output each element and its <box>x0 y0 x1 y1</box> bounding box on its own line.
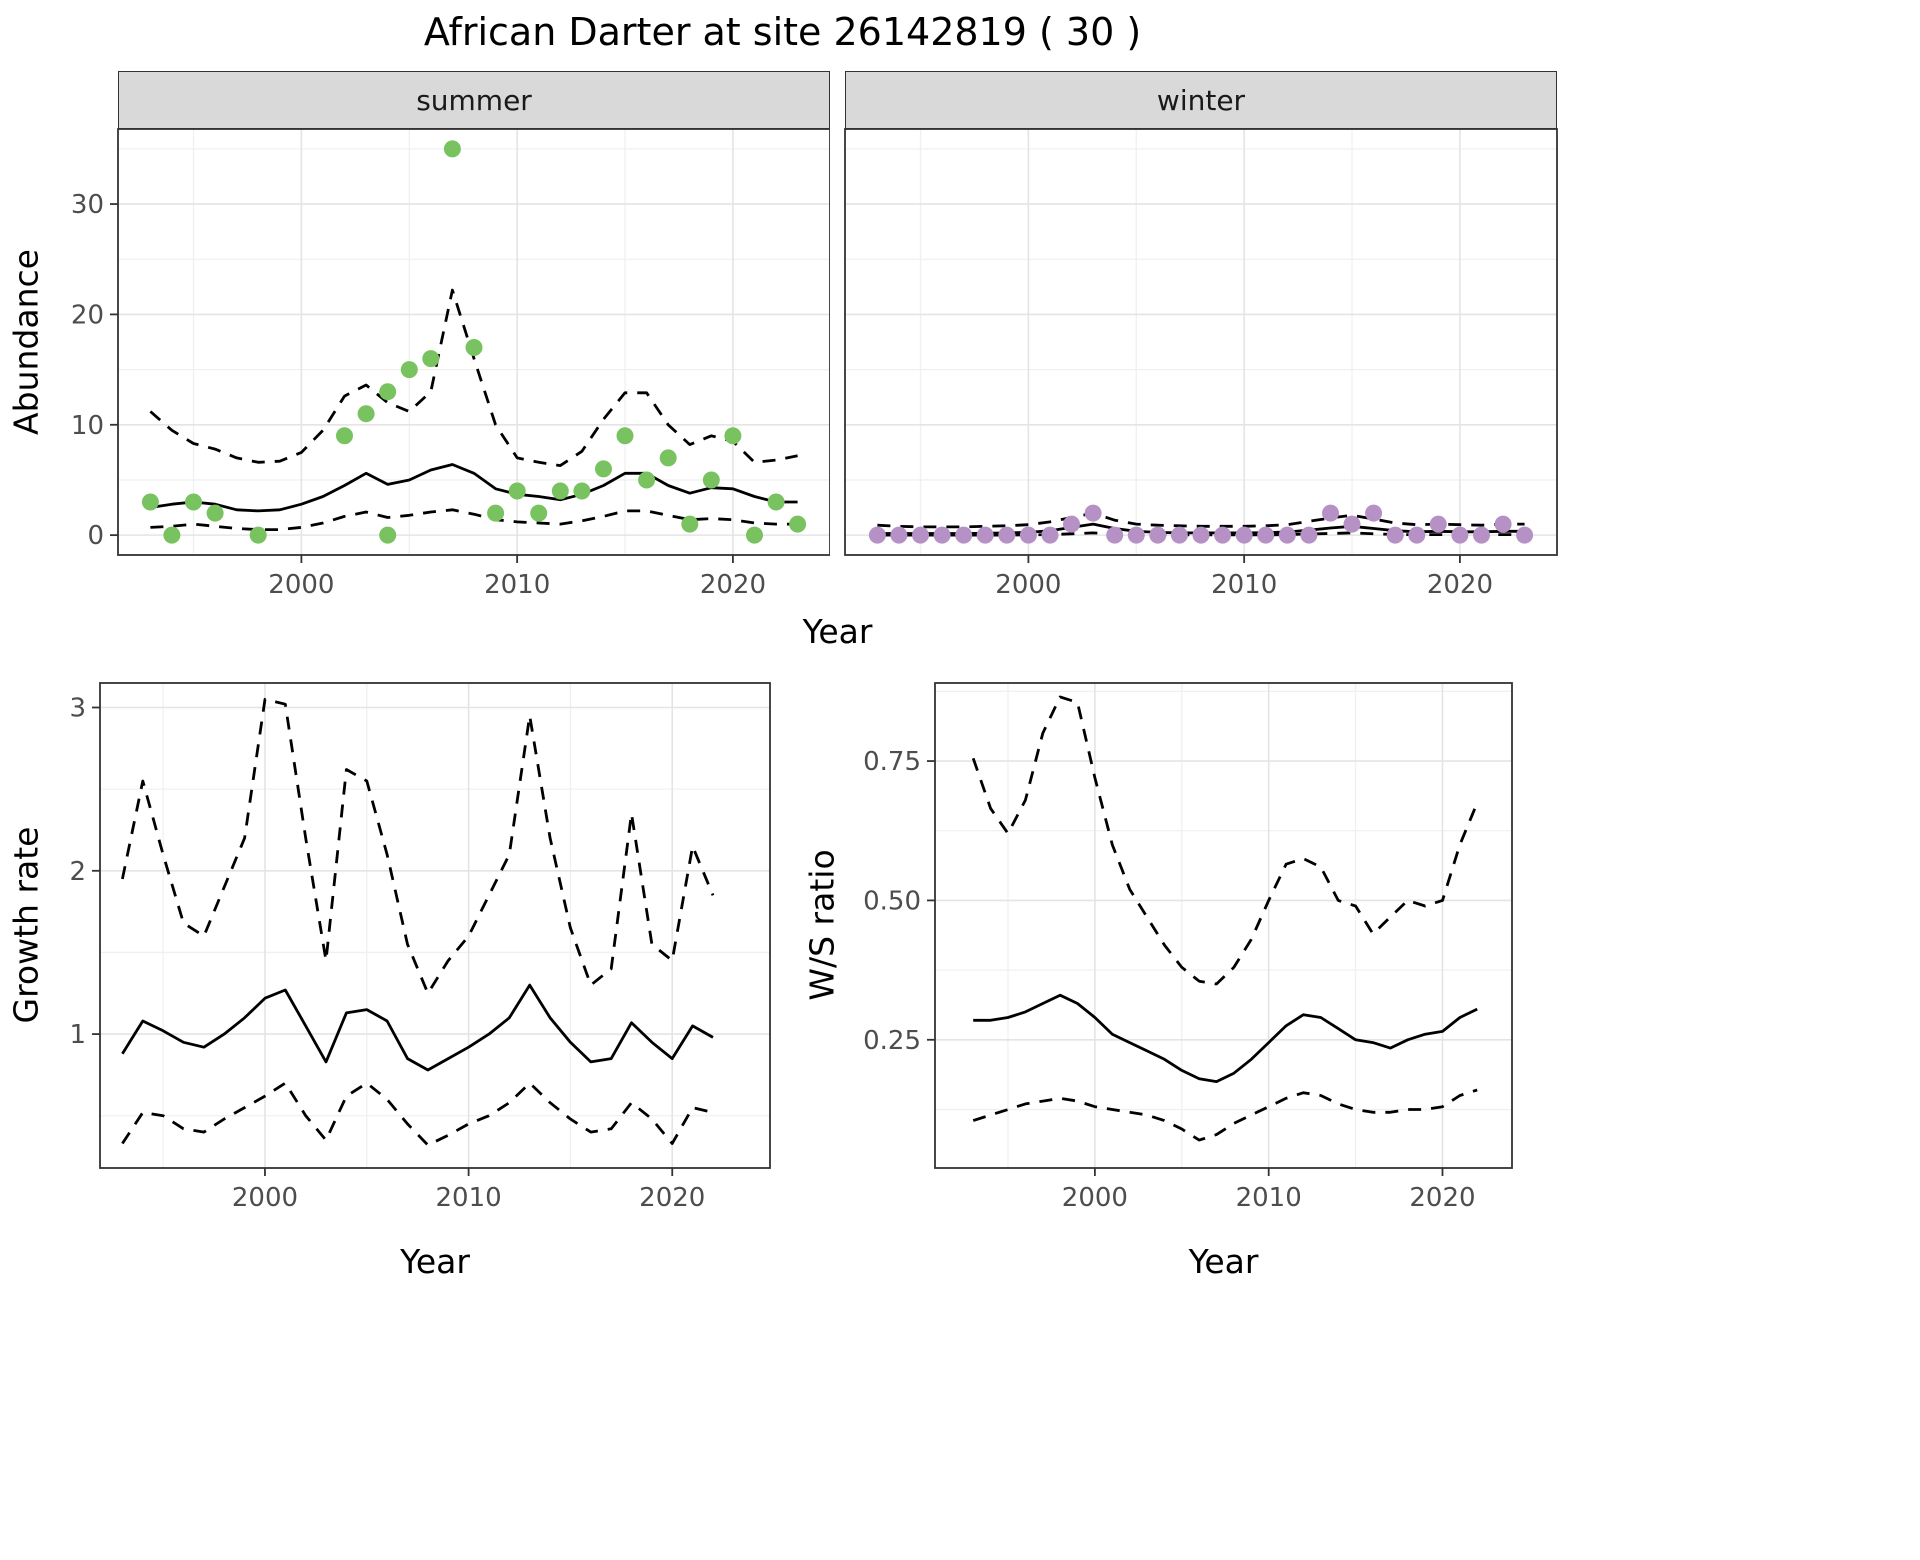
facet-label-winter: winter <box>1156 83 1246 117</box>
x-tick-label: 2010 <box>436 1183 502 1213</box>
y-tick-label: 3 <box>69 693 86 723</box>
x-tick-label: 2000 <box>268 570 334 600</box>
panel-growth-rate: 2000 2010 2020 1 2 3 <box>0 675 780 1225</box>
x-tick-label: 2000 <box>232 1183 298 1213</box>
y-tick-label: 30 <box>71 190 104 220</box>
y-tick-label: 1 <box>69 1020 86 1050</box>
y-tick-label: 0 <box>87 521 104 551</box>
x-tick-label: 2000 <box>995 570 1061 600</box>
x-tick-label: 2000 <box>1062 1183 1128 1213</box>
facet-strip-winter: winter <box>845 71 1557 129</box>
facet-label-summer: summer <box>416 83 532 117</box>
facet-strip-summer: summer <box>118 71 830 129</box>
panel-abundance-winter: 2000 2010 2020 <box>835 128 1570 603</box>
y-tick-label: 20 <box>71 300 104 330</box>
x-axis-title-growth-rate: Year <box>400 1242 470 1281</box>
x-axis-title-ws-ratio: Year <box>1188 1242 1259 1281</box>
y-tick-label: 0.25 <box>863 1026 921 1056</box>
x-tick-label: 2010 <box>484 570 550 600</box>
plot-title: African Darter at site 26142819 ( 30 ) <box>423 10 1142 54</box>
x-tick-label: 2010 <box>1211 570 1277 600</box>
x-tick-label: 2020 <box>1427 570 1493 600</box>
y-tick-label: 0.50 <box>863 886 921 916</box>
x-axis-title-abundance: Year <box>802 612 873 651</box>
y-tick-label: 2 <box>69 857 86 887</box>
y-tick-label: 0.75 <box>863 747 921 777</box>
y-tick-label: 10 <box>71 411 104 441</box>
x-tick-label: 2020 <box>1409 1183 1475 1213</box>
panel-ws-ratio: 2000 2010 2020 0.25 0.50 0.75 <box>830 675 1530 1225</box>
panel-abundance-summer: 2000 2010 2020 0 10 20 30 <box>0 128 830 603</box>
x-tick-label: 2020 <box>639 1183 705 1213</box>
x-tick-label: 2010 <box>1236 1183 1302 1213</box>
x-tick-label: 2020 <box>700 570 766 600</box>
